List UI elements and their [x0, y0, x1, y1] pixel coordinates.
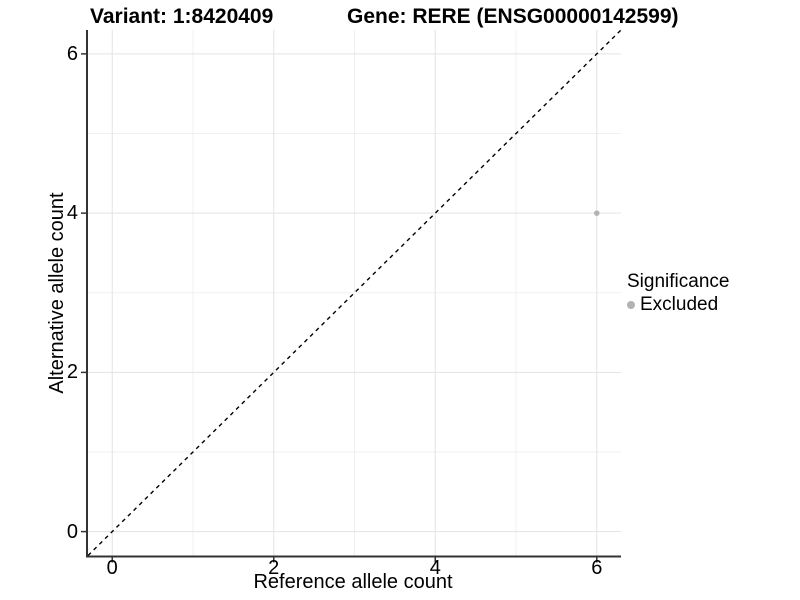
- y-tick-label: 6: [66, 42, 78, 65]
- x-tick-label: 2: [268, 557, 280, 579]
- plot-title-gene: Gene: RERE (ENSG00000142599): [347, 5, 679, 28]
- legend-item-label: Excluded: [640, 294, 719, 315]
- y-tick-label: 2: [66, 361, 78, 384]
- y-axis-title: Alternative allele count: [46, 192, 68, 394]
- y-tick-label: 0: [66, 520, 78, 543]
- x-tick-label: 6: [591, 557, 603, 579]
- legend: Significance Excluded: [627, 271, 729, 316]
- data-point: [593, 210, 600, 216]
- legend-title: Significance: [627, 271, 730, 292]
- legend-item-excluded: Excluded: [627, 294, 729, 316]
- plot-title-variant: Variant: 1:8420409: [90, 5, 274, 28]
- x-tick-label: 4: [429, 557, 441, 579]
- y-tick-label: 4: [66, 202, 78, 225]
- x-tick-label: 0: [106, 557, 118, 579]
- x-axis-title: Reference allele count: [253, 571, 453, 593]
- excluded-point-icon: [627, 301, 635, 309]
